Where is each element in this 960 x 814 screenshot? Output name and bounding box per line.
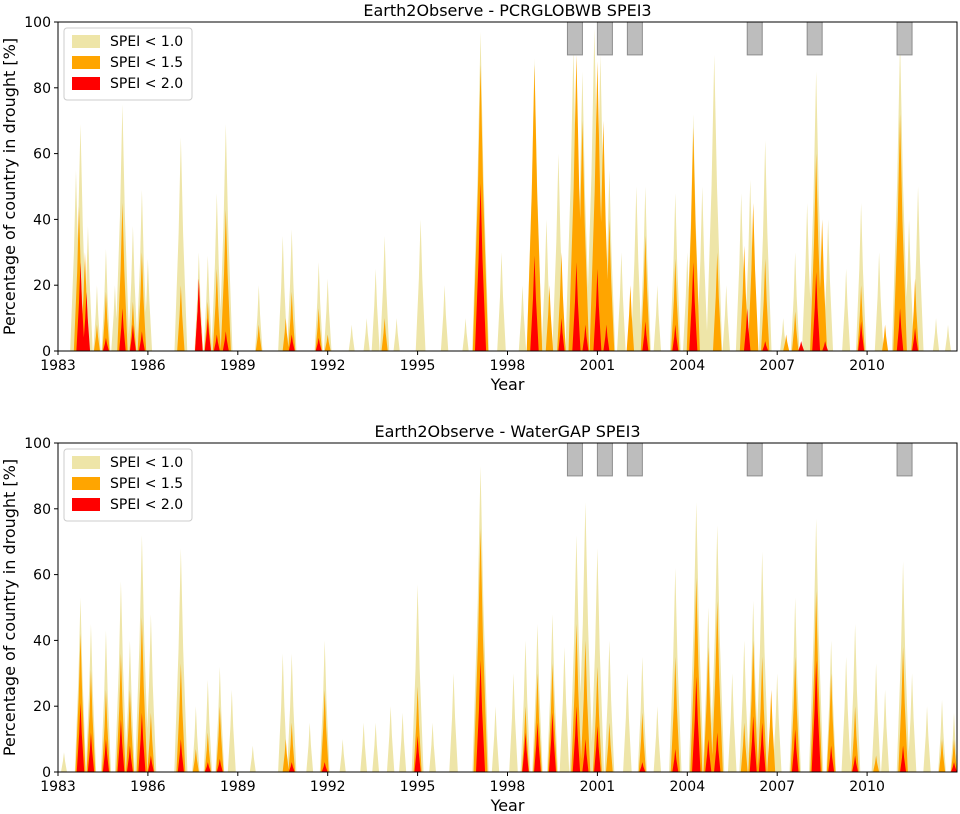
x-tick-label: 1998: [490, 358, 526, 374]
legend-swatch-spei-1-5: [72, 477, 100, 490]
legend-label-spei-2-0: SPEI < 2.0: [110, 497, 183, 513]
x-tick-label: 1986: [130, 358, 166, 374]
area-spei-1-5: [58, 528, 957, 772]
x-tick-label: 1983: [40, 779, 76, 795]
y-tick-label: 40: [33, 212, 51, 228]
x-axis-label: Year: [490, 796, 525, 814]
event-marker-3: [626, 22, 643, 56]
plot-area: [58, 443, 957, 772]
axes-frame: [57, 442, 958, 773]
area-spei-1-5: [58, 54, 957, 351]
event-marker-2: [596, 443, 613, 477]
y-tick-label: 40: [33, 633, 51, 649]
watergap-chart: 1983 1986 1989 1992 1995 1998 2001 2004 2007 2010…: [0, 422, 958, 814]
event-marker-1: [566, 443, 583, 477]
y-tick-label: 20: [33, 699, 51, 715]
x-tick-label: 2007: [759, 779, 795, 795]
event-marker-4: [746, 22, 763, 56]
legend: SPEI < 1.0 SPEI < 1.5 SPEI < 2.0: [63, 27, 193, 101]
x-tick-label: 1998: [490, 779, 526, 795]
event-marker-4: [746, 443, 763, 477]
x-tick-label: 2010: [849, 358, 885, 374]
y-axis-label: Percentage of country in drought [%]: [0, 38, 19, 335]
legend: SPEI < 1.0 SPEI < 1.5 SPEI < 2.0: [63, 448, 193, 522]
plot-area: [58, 22, 957, 351]
x-tick-label: 1986: [130, 779, 166, 795]
x-tick-label: 1983: [40, 358, 76, 374]
y-tick-label: 60: [33, 147, 51, 163]
legend-swatch-spei-1-5: [72, 56, 100, 69]
x-tick-label: 1995: [400, 358, 436, 374]
legend-label-spei-1-5: SPEI < 1.5: [110, 476, 183, 492]
legend-label-spei-1-5: SPEI < 1.5: [110, 55, 183, 71]
event-marker-5: [806, 22, 823, 56]
y-tick-label: 80: [33, 81, 51, 97]
x-tick-label: 1992: [310, 779, 346, 795]
x-tick-label: 1995: [400, 779, 436, 795]
y-tick-label: 0: [42, 765, 51, 781]
legend-label-spei-1-0: SPEI < 1.0: [110, 455, 183, 471]
y-tick-label: 100: [24, 15, 51, 31]
event-marker-5: [806, 443, 823, 477]
x-tick-label: 2004: [669, 779, 705, 795]
x-tick-label: 1989: [220, 358, 256, 374]
x-tick-label: 2010: [849, 779, 885, 795]
y-tick-label: 20: [33, 278, 51, 294]
legend-swatch-spei-1-0: [72, 35, 100, 48]
y-tick-label: 100: [24, 436, 51, 452]
x-axis-label: Year: [490, 375, 525, 394]
area-spei-1-0: [58, 28, 957, 351]
legend-swatch-spei-2-0: [72, 498, 100, 511]
chart-title: Earth2Observe - WaterGAP SPEI3: [374, 422, 640, 441]
x-tick-label: 1992: [310, 358, 346, 374]
event-marker-3: [626, 443, 643, 477]
x-tick-label: 2007: [759, 358, 795, 374]
y-tick-label: 0: [42, 344, 51, 360]
area-spei-1-0: [58, 466, 957, 772]
event-marker-1: [566, 22, 583, 56]
y-axis-label: Percentage of country in drought [%]: [0, 459, 19, 756]
y-tick-label: 80: [33, 502, 51, 518]
x-tick-label: 1989: [220, 779, 256, 795]
x-tick-label: 2001: [580, 358, 616, 374]
event-marker-6: [896, 22, 913, 56]
event-marker-6: [896, 443, 913, 477]
chart-title: Earth2Observe - PCRGLOBWB SPEI3: [363, 1, 651, 20]
legend-label-spei-2-0: SPEI < 2.0: [110, 76, 183, 92]
legend-swatch-spei-2-0: [72, 77, 100, 90]
pcrglobwb-chart: 1983 1986 1989 1992 1995 1998 2001 2004 2007 2010…: [0, 1, 958, 394]
legend-swatch-spei-1-0: [72, 456, 100, 469]
x-tick-label: 2001: [580, 779, 616, 795]
x-tick-label: 2004: [669, 358, 705, 374]
event-marker-2: [596, 22, 613, 56]
legend-label-spei-1-0: SPEI < 1.0: [110, 34, 183, 50]
y-tick-label: 60: [33, 568, 51, 584]
